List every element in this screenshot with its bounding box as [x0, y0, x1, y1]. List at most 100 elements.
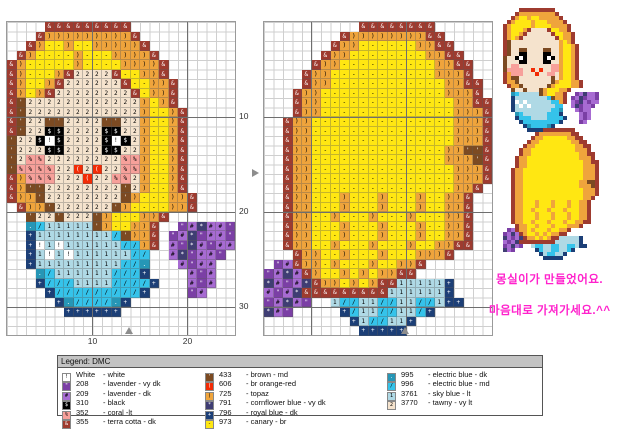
- stitch-cell: -: [368, 60, 378, 70]
- stitch-cell: [503, 44, 507, 48]
- stitch-cell: [543, 12, 547, 16]
- stitch-cell: [579, 164, 583, 168]
- stitch-cell: [531, 28, 535, 32]
- stitch-cell: [559, 104, 563, 108]
- stitch-cell: [547, 132, 551, 136]
- stitch-cell: ): [26, 193, 36, 203]
- stitch-cell: ): [378, 250, 388, 260]
- stitch-cell: -: [349, 164, 359, 174]
- stitch-cell: [527, 176, 531, 180]
- stitch-cell: [555, 120, 559, 124]
- stitch-cell: ): [130, 50, 140, 60]
- stitch-cell: [551, 24, 555, 28]
- bold-gridline: [7, 306, 235, 308]
- stitch-cell: [535, 116, 539, 120]
- stitch-cell: -: [368, 88, 378, 98]
- stitch-cell: [547, 148, 551, 152]
- thread-name: - electric blue - md: [428, 379, 490, 389]
- stitch-cell: [559, 244, 563, 248]
- stitch-cell: -: [340, 98, 350, 108]
- stitch-cell: [591, 196, 595, 200]
- stitch-cell: [511, 232, 515, 236]
- stitch-cell: -: [378, 136, 388, 146]
- stitch-cell: ): [454, 88, 464, 98]
- stitch-cell: [583, 164, 587, 168]
- stitch-cell: [547, 36, 551, 40]
- stitch-cell: ): [140, 60, 150, 70]
- stitch-cell: ': [473, 155, 483, 165]
- stitch-cell: [559, 72, 563, 76]
- stitch-cell: ): [330, 278, 340, 288]
- stitch-cell: [523, 24, 527, 28]
- stitch-cell: 2: [64, 183, 74, 193]
- stitch-cell: 1: [64, 269, 74, 279]
- stitch-cell: [535, 132, 539, 136]
- stitch-cell: 1: [406, 307, 416, 317]
- stitch-cell: [587, 168, 591, 172]
- stitch-cell: ): [349, 41, 359, 51]
- stitch-cell: [543, 128, 547, 132]
- stitch-cell: &: [283, 221, 293, 231]
- stitch-cell: [515, 108, 519, 112]
- stitch-cell: [531, 24, 535, 28]
- stitch-cell: -: [330, 221, 340, 231]
- stitch-cell: [511, 172, 515, 176]
- stitch-cell: -: [340, 240, 350, 250]
- stitch-cell: [507, 84, 511, 88]
- stitch-cell: [587, 160, 591, 164]
- stitch-cell: ': [26, 183, 36, 193]
- stitch-cell: ): [454, 174, 464, 184]
- stitch-cell: [515, 84, 519, 88]
- stitch-cell: &: [368, 22, 378, 32]
- stitch-cell: -: [330, 126, 340, 136]
- stitch-cell: [519, 164, 523, 168]
- stitch-cell: [539, 20, 543, 24]
- stitch-cell: [551, 12, 555, 16]
- stitch-cell: [587, 180, 591, 184]
- stitch-cell: -: [149, 126, 159, 136]
- center-marker-icon: [252, 169, 259, 177]
- stitch-cell: !: [45, 136, 55, 146]
- stitch-cell: [523, 204, 527, 208]
- stitch-cell: [543, 248, 547, 252]
- stitch-cell: [539, 244, 543, 248]
- stitch-cell: -: [368, 269, 378, 279]
- stitch-cell: -: [111, 221, 121, 231]
- stitch-cell: [531, 116, 535, 120]
- stitch-cell: &: [7, 174, 17, 184]
- stitch-cell: -: [425, 164, 435, 174]
- stitch-cell: [539, 212, 543, 216]
- stitch-cell: ): [168, 174, 178, 184]
- stitch-cell: [539, 160, 543, 164]
- stitch-cell: [555, 76, 559, 80]
- stitch-cell: -: [26, 60, 36, 70]
- stitch-cell: [539, 120, 543, 124]
- stitch-cell: [551, 240, 555, 244]
- stitch-cell: ): [311, 79, 321, 89]
- stitch-cell: ): [406, 31, 416, 41]
- stitch-cell: -: [444, 164, 454, 174]
- stitch-cell: [563, 40, 567, 44]
- stitch-cell: [571, 220, 575, 224]
- stitch-cell: [555, 28, 559, 32]
- stitch-cell: -: [321, 145, 331, 155]
- stitch-cell: &: [482, 164, 492, 174]
- stitch-cell: [543, 104, 547, 108]
- stitch-cell: [531, 84, 535, 88]
- legend-entry: ! White - white: [62, 370, 161, 382]
- stitch-cell: -: [340, 88, 350, 98]
- stitch-cell: -: [149, 117, 159, 127]
- stitch-cell: -: [359, 250, 369, 260]
- stitch-cell: [511, 44, 515, 48]
- stitch-cell: [567, 64, 571, 68]
- bold-gridline: [187, 22, 189, 335]
- stitch-cell: [579, 92, 583, 96]
- stitch-cell: 2: [102, 98, 112, 108]
- stitch-cell: [547, 200, 551, 204]
- stitch-cell: ): [292, 183, 302, 193]
- stitch-cell: [535, 76, 539, 80]
- stitch-cell: -: [349, 269, 359, 279]
- stitch-cell: 1: [35, 231, 45, 241]
- stitch-cell: [519, 200, 523, 204]
- stitch-cell: [551, 144, 555, 148]
